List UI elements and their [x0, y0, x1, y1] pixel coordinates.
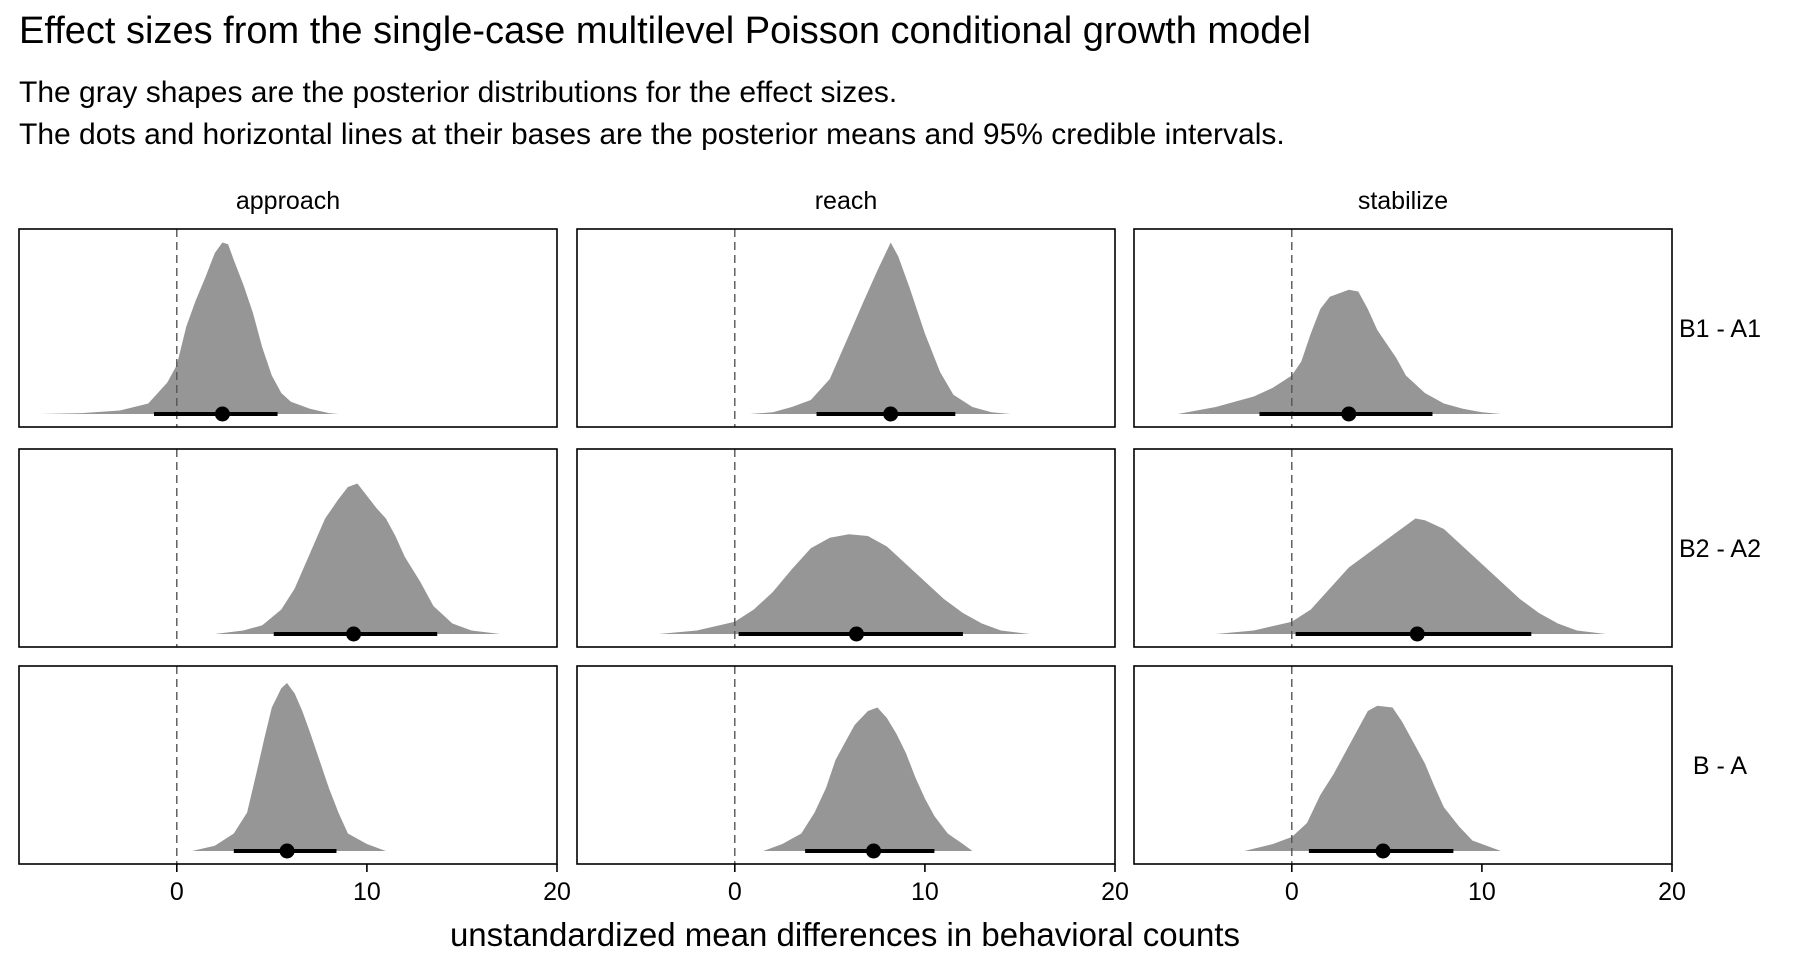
posterior-density [192, 683, 386, 851]
row-label: B2 - A2 [1679, 535, 1761, 563]
posterior-mean-point [1375, 843, 1391, 859]
posterior-mean-point [1409, 626, 1425, 642]
x-tick-label: 10 [911, 878, 939, 906]
panel [576, 228, 1116, 428]
panel [1133, 448, 1673, 648]
x-tick-label: 10 [353, 878, 381, 906]
posterior-density [658, 534, 1030, 634]
posterior-mean-point [346, 626, 362, 642]
x-axis-title: unstandardized mean differences in behav… [450, 916, 1240, 953]
chart-subtitle: The gray shapes are the posterior distri… [19, 72, 1285, 156]
posterior-mean-point [866, 843, 882, 859]
panel-border [576, 665, 1116, 865]
posterior-density [750, 242, 1011, 414]
x-tick-label: 0 [1285, 878, 1299, 906]
panel-border [1133, 228, 1673, 428]
x-tick-label: 0 [170, 878, 184, 906]
panel-border [576, 448, 1116, 648]
posterior-density [39, 242, 339, 414]
panel-border [1133, 448, 1673, 648]
column-label-reach: reach [815, 187, 878, 215]
column-label-stabilize: stabilize [1358, 187, 1448, 215]
panel-border [1133, 665, 1673, 865]
posterior-mean-point [848, 626, 864, 642]
chart-title: Effect sizes from the single-case multil… [19, 10, 1311, 52]
column-label-approach: approach [236, 187, 340, 215]
posterior-mean-point [883, 406, 899, 422]
x-tick-label: 20 [1658, 878, 1686, 906]
panel [1133, 665, 1673, 865]
posterior-mean-point [214, 406, 230, 422]
x-tick-label: 20 [543, 878, 571, 906]
subtitle-line-2: The dots and horizontal lines at their b… [19, 118, 1285, 151]
posterior-density [214, 483, 501, 634]
panel-border [18, 448, 558, 648]
panel-border [18, 665, 558, 865]
panel-border [18, 228, 558, 428]
row-label: B - A [1693, 752, 1748, 780]
row-label: B1 - A1 [1679, 315, 1761, 343]
x-tick-label: 0 [728, 878, 742, 906]
posterior-density [763, 707, 973, 851]
posterior-mean-point [1341, 406, 1357, 422]
subtitle-line-1: The gray shapes are the posterior distri… [19, 76, 898, 109]
posterior-density [1215, 518, 1606, 634]
panel-border [576, 228, 1116, 428]
posterior-density [1244, 705, 1501, 851]
posterior-density [1177, 289, 1501, 414]
panel [18, 228, 558, 428]
panel [18, 665, 558, 865]
panel [1133, 228, 1673, 428]
x-tick-label: 10 [1468, 878, 1496, 906]
x-tick-label: 20 [1101, 878, 1129, 906]
panel [18, 448, 558, 648]
panel [576, 665, 1116, 865]
posterior-mean-point [279, 843, 295, 859]
panel [576, 448, 1116, 648]
